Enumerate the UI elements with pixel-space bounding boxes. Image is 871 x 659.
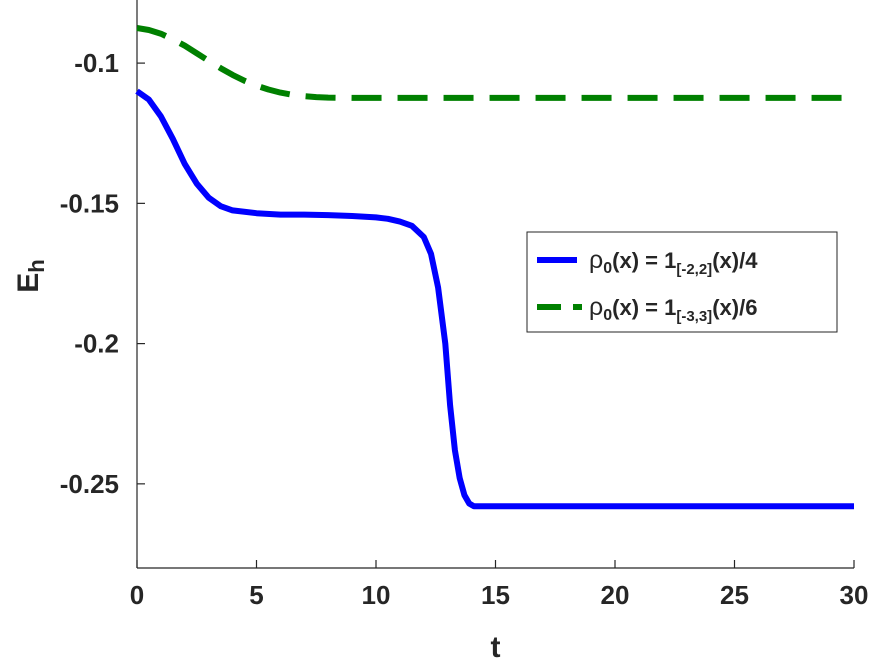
- series-group: [135, 25, 854, 510]
- y-tick-label: -0.15: [60, 188, 119, 218]
- x-axis-label: t: [491, 631, 501, 659]
- y-tick-label: -0.25: [60, 469, 119, 499]
- x-tick-label: 30: [840, 580, 869, 610]
- series-line-2: [136, 25, 854, 101]
- y-axis-ticks: -0.25 -0.2 -0.15 -0.1: [60, 48, 145, 499]
- y-tick-label: -0.2: [74, 329, 119, 359]
- y-axis-label: Eh: [12, 259, 49, 292]
- y-tick-label: -0.1: [74, 48, 119, 78]
- legend: ρ0(x) = 1[-2,2](x)/4 ρ0(x) = 1[-3,3](x)/6: [526, 231, 838, 333]
- plot-area: 0 5 10 15 20 25 30 -0.25 -0.2 -0.15 -0.1: [60, 0, 869, 610]
- x-tick-label: 0: [130, 580, 144, 610]
- x-tick-label: 10: [362, 580, 391, 610]
- x-axis-ticks: 0 5 10 15 20 25 30: [130, 560, 869, 610]
- x-tick-label: 5: [249, 580, 263, 610]
- y-axis-label-main: E: [12, 273, 45, 293]
- legend-label-2: ρ0(x) = 1[-3,3](x)/6: [589, 293, 757, 325]
- legend-box: [526, 231, 838, 333]
- series-line-1: [135, 88, 854, 510]
- x-tick-label: 15: [481, 580, 510, 610]
- y-axis-label-subscript: h: [24, 259, 49, 272]
- legend-label-1: ρ0(x) = 1[-2,2](x)/4: [589, 246, 758, 278]
- legend-items: ρ0(x) = 1[-2,2](x)/4 ρ0(x) = 1[-3,3](x)/6: [537, 246, 758, 325]
- x-tick-label: 20: [601, 580, 630, 610]
- x-tick-label: 25: [720, 580, 749, 610]
